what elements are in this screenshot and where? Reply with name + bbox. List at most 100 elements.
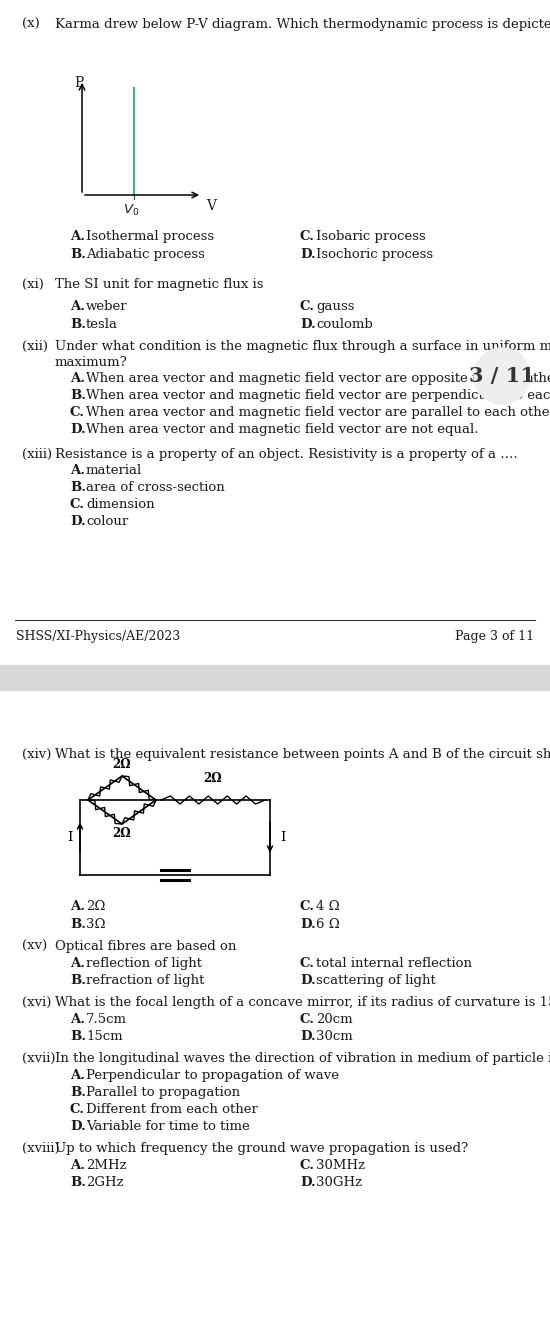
Text: Parallel to propagation: Parallel to propagation <box>86 1086 240 1100</box>
Text: What is the focal length of a concave mirror, if its radius of curvature is 15 c: What is the focal length of a concave mi… <box>55 997 550 1008</box>
Text: 30GHz: 30GHz <box>316 1176 362 1189</box>
Text: dimension: dimension <box>86 498 155 511</box>
Text: Variable for time to time: Variable for time to time <box>86 1119 250 1133</box>
Text: Isobaric process: Isobaric process <box>316 230 426 243</box>
Text: B.: B. <box>70 389 86 403</box>
Text: 30MHz: 30MHz <box>316 1159 365 1172</box>
Text: material: material <box>86 465 142 477</box>
Text: B.: B. <box>70 318 86 331</box>
Text: Page 3 of 11: Page 3 of 11 <box>455 630 534 643</box>
Text: reflection of light: reflection of light <box>86 957 202 970</box>
Text: gauss: gauss <box>316 300 355 313</box>
Text: A.: A. <box>70 1159 85 1172</box>
Text: area of cross-section: area of cross-section <box>86 480 225 494</box>
Text: C.: C. <box>300 230 315 243</box>
Text: (xviii): (xviii) <box>22 1142 59 1155</box>
Text: (xvii): (xvii) <box>22 1052 56 1065</box>
Text: D.: D. <box>300 1030 316 1043</box>
Text: C.: C. <box>300 900 315 913</box>
Text: P: P <box>74 77 83 90</box>
Text: In the longitudinal waves the direction of vibration in medium of particle is: In the longitudinal waves the direction … <box>55 1052 550 1065</box>
Text: 30cm: 30cm <box>316 1030 353 1043</box>
Text: refraction of light: refraction of light <box>86 974 205 987</box>
Text: C.: C. <box>300 300 315 313</box>
Text: 2Ω: 2Ω <box>204 772 222 785</box>
Text: C.: C. <box>300 1012 315 1026</box>
Text: 2Ω: 2Ω <box>113 828 131 840</box>
Text: $V_0$: $V_0$ <box>123 203 139 218</box>
Text: Isothermal process: Isothermal process <box>86 230 214 243</box>
Text: colour: colour <box>86 515 128 528</box>
Text: coulomb: coulomb <box>316 318 373 331</box>
Text: total internal reflection: total internal reflection <box>316 957 472 970</box>
Text: B.: B. <box>70 248 86 261</box>
Text: D.: D. <box>300 917 316 931</box>
Text: 4 Ω: 4 Ω <box>316 900 340 913</box>
Text: I: I <box>67 832 73 843</box>
Text: When area vector and magnetic field vector are not equal.: When area vector and magnetic field vect… <box>86 422 478 436</box>
Text: SHSS/XI-Physics/AE/2023: SHSS/XI-Physics/AE/2023 <box>16 630 180 643</box>
Text: (xiii): (xiii) <box>22 447 52 461</box>
Text: 2MHz: 2MHz <box>86 1159 126 1172</box>
Text: 6 Ω: 6 Ω <box>316 917 340 931</box>
Text: When area vector and magnetic field vector are perpendicular to each other.: When area vector and magnetic field vect… <box>86 389 550 403</box>
Text: C.: C. <box>70 498 85 511</box>
Text: C.: C. <box>300 957 315 970</box>
Text: When area vector and magnetic field vector are opposite to each other.: When area vector and magnetic field vect… <box>86 372 550 385</box>
Text: The SI unit for magnetic flux is: The SI unit for magnetic flux is <box>55 279 263 290</box>
Text: Optical fibres are based on: Optical fibres are based on <box>55 940 236 953</box>
Text: Perpendicular to propagation of wave: Perpendicular to propagation of wave <box>86 1069 339 1082</box>
Text: Different from each other: Different from each other <box>86 1104 258 1115</box>
Text: Resistance is a property of an object. Resistivity is a property of a ….: Resistance is a property of an object. R… <box>55 447 518 461</box>
Text: weber: weber <box>86 300 128 313</box>
Text: Under what condition is the magnetic flux through a surface in uniform magneti: Under what condition is the magnetic flu… <box>55 341 550 352</box>
Text: A.: A. <box>70 300 85 313</box>
Text: A.: A. <box>70 465 85 477</box>
Text: tesla: tesla <box>86 318 118 331</box>
Text: maximum?: maximum? <box>55 356 128 370</box>
Text: Karma drew below P-V diagram. Which thermodynamic process is depicted by it?: Karma drew below P-V diagram. Which ther… <box>55 18 550 30</box>
Text: 2GHz: 2GHz <box>86 1176 124 1189</box>
Text: B.: B. <box>70 917 86 931</box>
Text: D.: D. <box>300 1176 316 1189</box>
Text: (xiv): (xiv) <box>22 748 51 762</box>
Text: 3 / 11: 3 / 11 <box>469 366 535 385</box>
Text: A.: A. <box>70 1069 85 1082</box>
Text: Adiabatic process: Adiabatic process <box>86 248 205 261</box>
Text: B.: B. <box>70 1030 86 1043</box>
Text: (xi): (xi) <box>22 279 44 290</box>
Text: C.: C. <box>70 407 85 418</box>
Text: A.: A. <box>70 372 85 385</box>
Text: C.: C. <box>300 1159 315 1172</box>
Text: (x): (x) <box>22 18 40 30</box>
Text: D.: D. <box>300 974 316 987</box>
Text: D.: D. <box>70 515 86 528</box>
Text: I: I <box>280 832 285 843</box>
Text: 20cm: 20cm <box>316 1012 353 1026</box>
Text: A.: A. <box>70 230 85 243</box>
Text: 15cm: 15cm <box>86 1030 123 1043</box>
Text: Up to which frequency the ground wave propagation is used?: Up to which frequency the ground wave pr… <box>55 1142 468 1155</box>
Text: A.: A. <box>70 1012 85 1026</box>
Text: (xvi): (xvi) <box>22 997 51 1008</box>
Text: D.: D. <box>300 248 316 261</box>
Circle shape <box>474 348 530 404</box>
Text: scattering of light: scattering of light <box>316 974 436 987</box>
Text: B.: B. <box>70 1086 86 1100</box>
Text: A.: A. <box>70 957 85 970</box>
Text: B.: B. <box>70 1176 86 1189</box>
Text: B.: B. <box>70 974 86 987</box>
Text: V: V <box>206 199 216 213</box>
Text: D.: D. <box>70 422 86 436</box>
Text: (xii): (xii) <box>22 341 48 352</box>
Text: 7.5cm: 7.5cm <box>86 1012 127 1026</box>
Text: B.: B. <box>70 480 86 494</box>
Text: D.: D. <box>300 318 316 331</box>
Text: What is the equivalent resistance between points A and B of the circuit shown in: What is the equivalent resistance betwee… <box>55 748 550 762</box>
Text: 2Ω: 2Ω <box>113 758 131 771</box>
Text: (xv): (xv) <box>22 940 47 953</box>
Text: Isochoric process: Isochoric process <box>316 248 433 261</box>
Text: C.: C. <box>70 1104 85 1115</box>
Text: A.: A. <box>70 900 85 913</box>
Text: When area vector and magnetic field vector are parallel to each other.: When area vector and magnetic field vect… <box>86 407 550 418</box>
